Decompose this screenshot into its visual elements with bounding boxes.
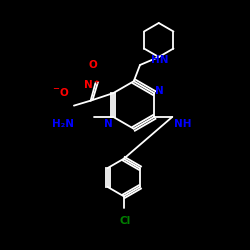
Text: N: N	[84, 80, 92, 90]
Text: −: −	[52, 84, 59, 93]
Text: O: O	[60, 88, 68, 98]
Text: HN: HN	[151, 55, 169, 65]
Text: N: N	[104, 119, 112, 129]
Text: +: +	[93, 79, 99, 85]
Text: H₂N: H₂N	[52, 119, 74, 129]
Text: N: N	[154, 86, 163, 96]
Text: Cl: Cl	[120, 216, 130, 226]
Text: NH: NH	[174, 119, 191, 129]
Text: O: O	[88, 60, 97, 70]
